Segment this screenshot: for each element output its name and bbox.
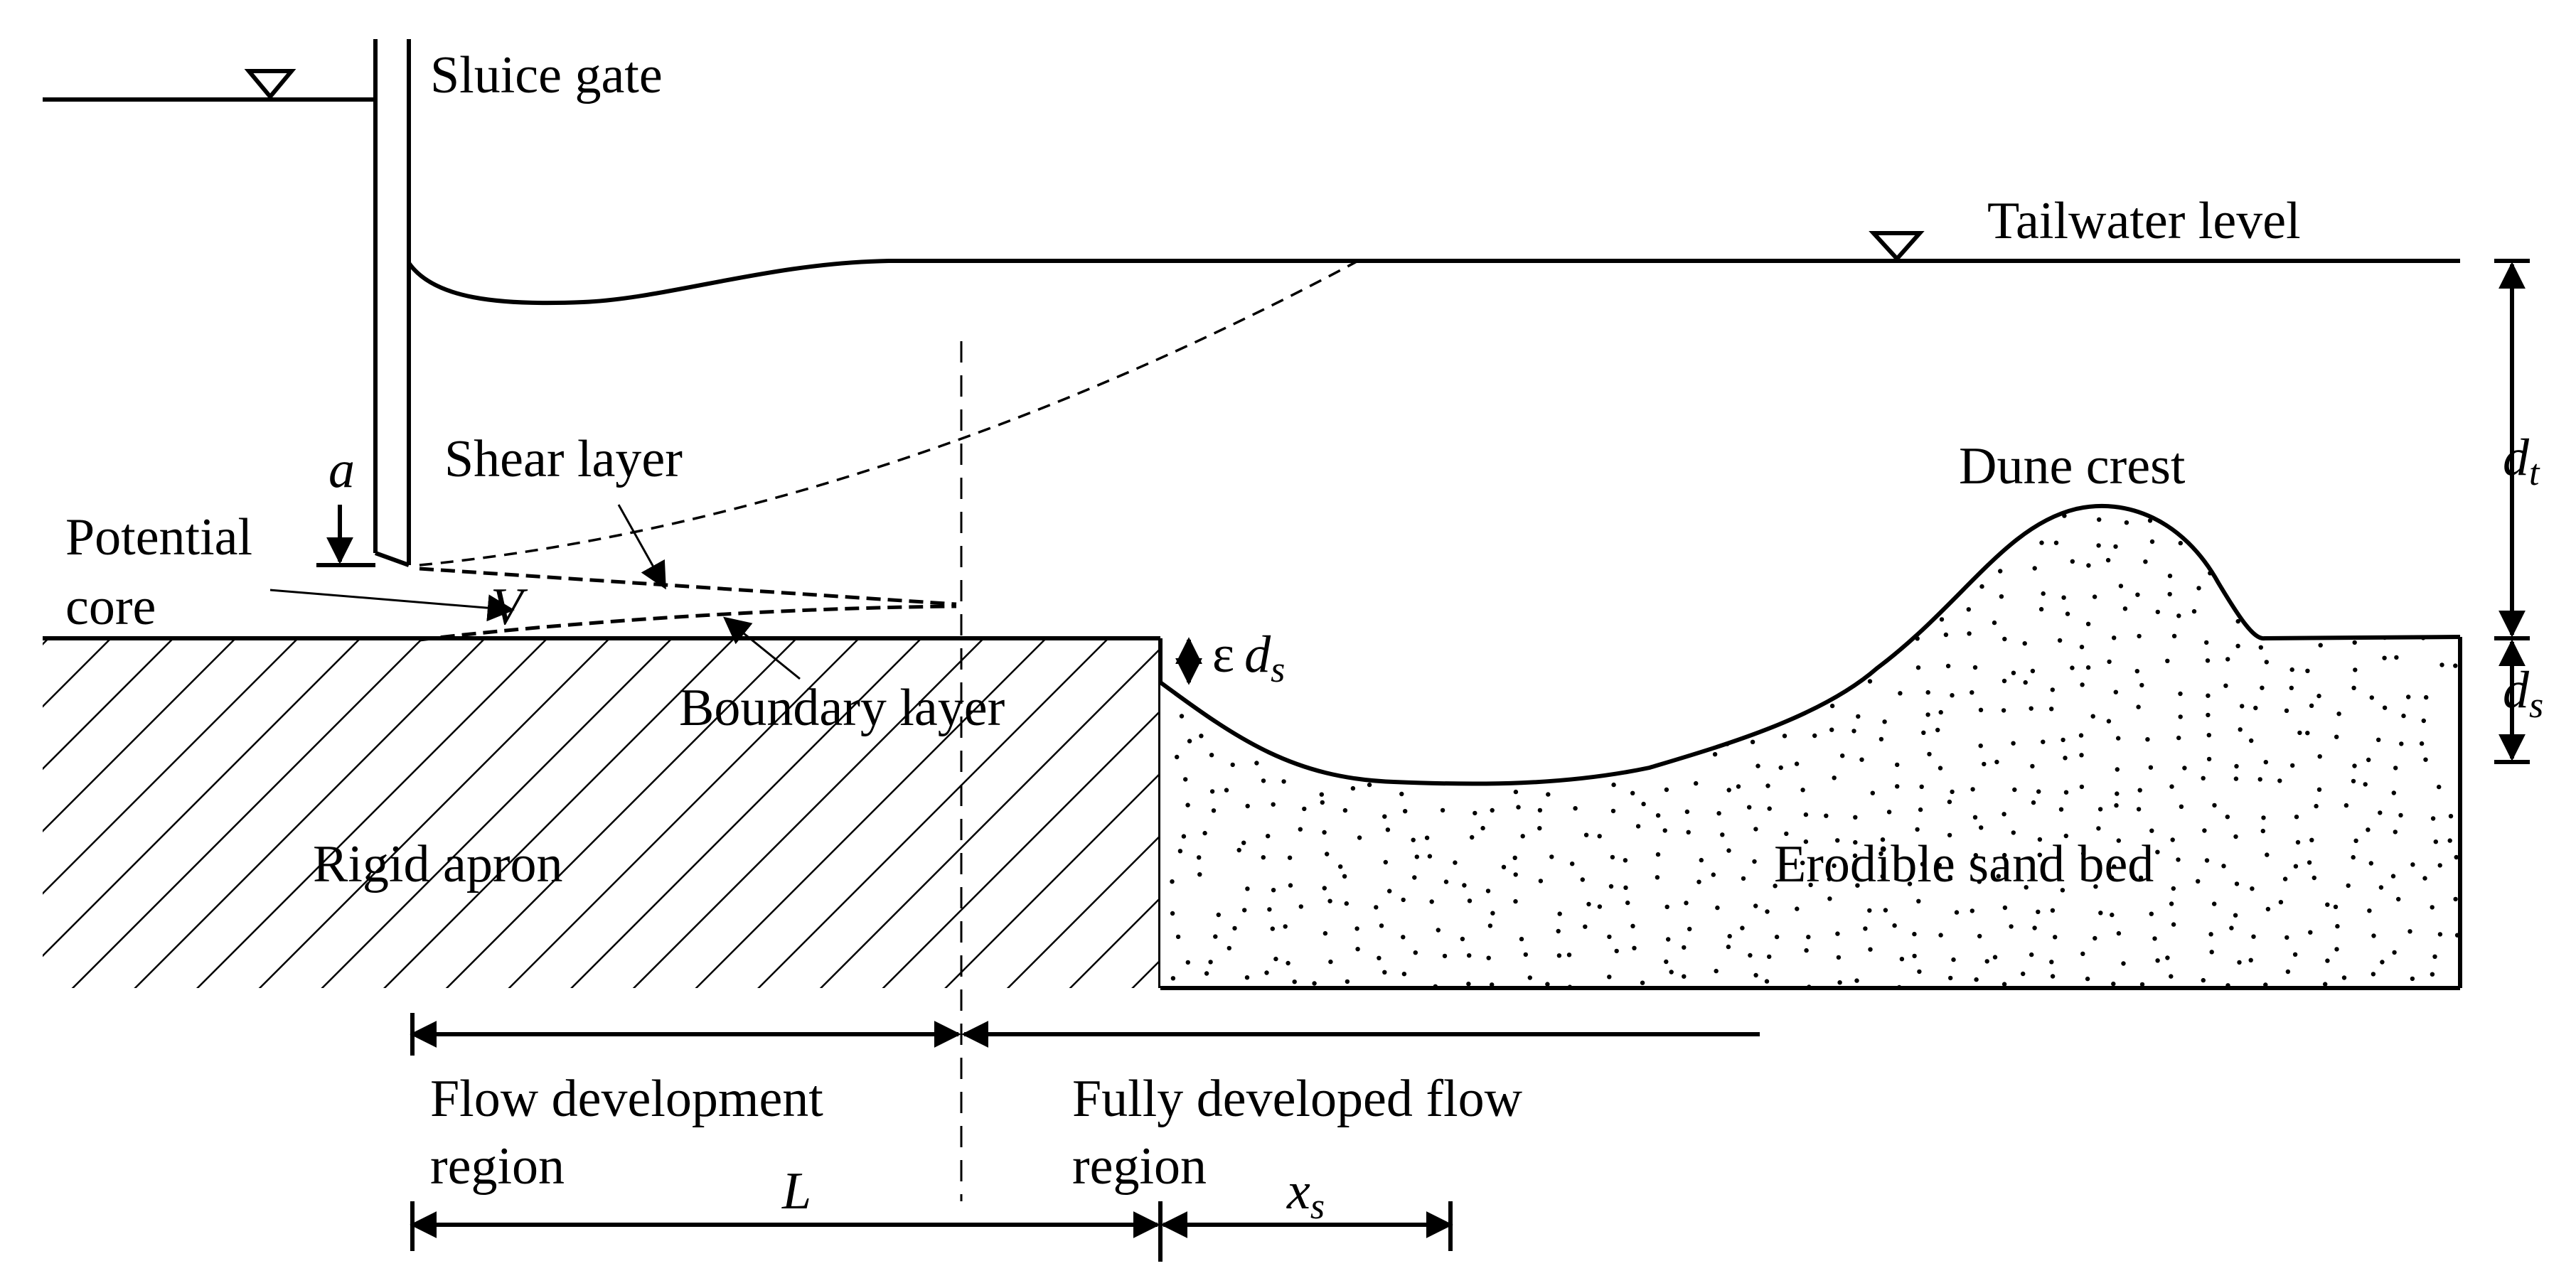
tailwater-level-label: Tailwater level: [1987, 192, 2301, 250]
boundary-layer-leader: [723, 616, 801, 680]
potential-core-label-1: Potential: [65, 508, 252, 567]
jet-layers: [419, 567, 957, 642]
dune-crest-label: Dune crest: [1959, 437, 2186, 495]
epsilon-ds-label: ε ds: [1212, 626, 1285, 690]
rigid-apron: [43, 636, 1163, 988]
potential-core-arrow: [269, 589, 515, 622]
tailwater-depth-dimension: [2494, 259, 2530, 640]
scour-depth-label: ds: [2503, 661, 2543, 726]
flow-development-label-1: Flow development: [430, 1070, 823, 1128]
sluice-gate: [373, 39, 411, 567]
apron-length-label: L: [781, 1162, 811, 1220]
xs-label: xs: [1286, 1162, 1325, 1227]
scour-depth-dimension: [2494, 639, 2530, 764]
gate-opening-label: a: [328, 441, 355, 499]
tailwater-surface: [407, 231, 2460, 306]
boundary-layer-label: Boundary layer: [679, 679, 1005, 737]
rigid-apron-label: Rigid apron: [313, 835, 562, 893]
gate-opening-dimension: [316, 505, 375, 567]
jet-velocity-label: V: [491, 578, 528, 636]
sand-bed: [1159, 503, 2462, 990]
shear-layer-label: Shear layer: [444, 430, 683, 488]
sand-bed-label: Erodible sand bed: [1774, 835, 2154, 893]
potential-core-label-2: core: [65, 578, 156, 636]
region-arrows: [410, 1013, 1760, 1262]
flow-development-label-2: region: [430, 1137, 565, 1196]
fully-developed-label-2: region: [1072, 1137, 1207, 1196]
upstream-water-level: [43, 69, 375, 102]
jet-diffusion-line: [419, 259, 1359, 567]
fully-developed-label-1: Fully developed flow: [1072, 1070, 1523, 1128]
shear-layer-leader: [617, 504, 666, 590]
tailwater-depth-label: dt: [2503, 429, 2540, 493]
sluice-gate-label: Sluice gate: [430, 46, 663, 104]
